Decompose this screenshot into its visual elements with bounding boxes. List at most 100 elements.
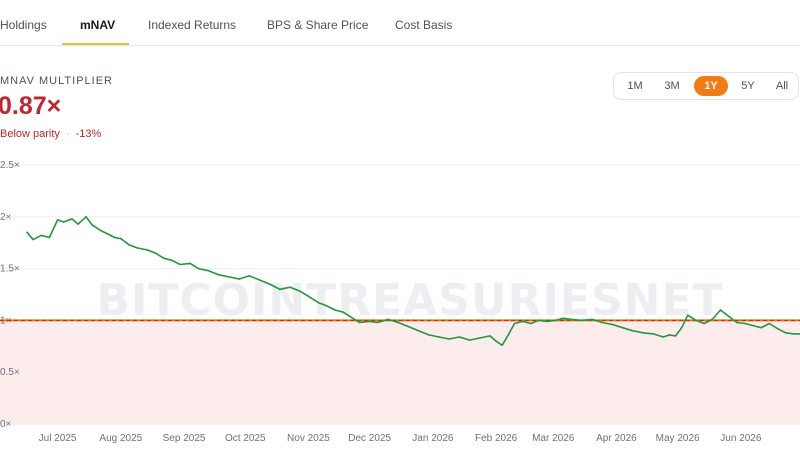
data-point [179,263,181,266]
data-point [268,283,271,285]
x-tick-label: Apr 2026 [596,433,637,444]
data-point [238,278,240,280]
data-point [258,279,261,281]
data-point [387,318,389,321]
data-point [326,305,328,307]
x-tick-label: Oct 2025 [225,433,266,444]
series-points [26,216,800,347]
data-point [631,329,634,332]
data-point [417,329,420,332]
data-point [727,315,730,318]
data-point [317,301,320,304]
data-point [334,309,336,311]
data-point [113,236,116,239]
tab-mnav[interactable]: mNAV [80,18,116,32]
x-tick-label: Mar 2026 [532,433,575,444]
data-point [458,336,461,338]
data-point [71,218,73,220]
data-point [299,290,302,293]
data-point [703,322,705,325]
y-tick-label: 2.5× [0,160,20,171]
data-point [468,339,471,341]
data-point [309,296,312,299]
tab-indexed-returns[interactable]: Indexed Returns [148,18,237,32]
active-tab-indicator [62,43,129,45]
data-point [342,311,344,313]
data-point [776,327,779,330]
range-all-button[interactable]: All [775,80,789,92]
data-point [438,336,440,338]
data-point [120,237,122,240]
data-point [695,319,697,322]
y-tick-label: 0.5× [0,367,20,378]
range-1m-button[interactable]: 1M [627,80,643,92]
data-point [719,309,722,311]
data-point [478,337,481,339]
data-point [768,322,771,325]
time-range-selector: 1M 3M 1Y 5Y All [613,72,799,100]
data-point [642,332,644,334]
x-tick-label: May 2026 [656,433,700,444]
data-point [507,334,510,336]
x-tick-label: Jan 2026 [412,433,454,444]
data-point [580,319,583,322]
data-point [397,321,400,324]
metric-status-line: Below parity · -13% [0,128,101,140]
x-tick-label: Nov 2025 [287,433,330,444]
data-point [99,229,102,232]
x-tick-label: Jul 2025 [39,433,77,444]
metric-label: MNAV MULTIPLIER [0,75,113,87]
data-point [687,314,689,317]
data-point [546,320,548,323]
data-point [56,219,59,221]
data-point [760,326,763,329]
data-point [680,326,683,329]
range-3m-button[interactable]: 3M [664,80,680,92]
data-point [793,333,795,335]
tab-holdings[interactable]: Holdings [0,18,47,32]
range-1y-button[interactable]: 1Y [694,76,728,96]
data-point [570,318,573,321]
data-point [554,319,557,322]
data-point [744,322,746,325]
range-5y-button[interactable]: 5Y [741,80,755,92]
x-tick-label: Dec 2025 [348,433,391,444]
data-point [529,322,532,325]
data-point [611,323,614,326]
data-point [377,321,379,324]
data-point [207,269,210,272]
data-point [668,334,671,336]
data-point [26,231,28,234]
data-point [591,318,593,321]
data-point [521,320,524,323]
data-point [501,344,504,347]
data-point [162,257,165,260]
x-tick-label: Jun 2026 [720,433,762,444]
data-point [358,321,361,324]
separator-dot: · [65,128,70,140]
tab-bps-share-price[interactable]: BPS & Share Price [267,18,369,32]
data-point [289,286,291,289]
tab-cost-basis[interactable]: Cost Basis [395,18,453,32]
data-point [189,262,191,265]
data-point [136,247,138,249]
data-point [171,259,173,262]
data-point [674,335,677,337]
data-point [407,325,410,328]
watermark: BITCOINTREASURIESNET [96,275,723,326]
data-point [784,332,787,334]
data-point [652,333,654,335]
data-point [350,316,353,319]
data-point [513,322,516,325]
parity-status: Below parity [0,128,60,140]
data-point [621,326,624,329]
data-point [711,318,714,321]
data-point [228,276,230,278]
data-point [77,223,79,225]
data-point [368,320,371,323]
data-point [662,336,665,338]
data-point [154,252,157,254]
y-tick-label: 0× [0,419,12,430]
data-point [197,267,200,270]
x-tick-label: Feb 2026 [475,433,518,444]
